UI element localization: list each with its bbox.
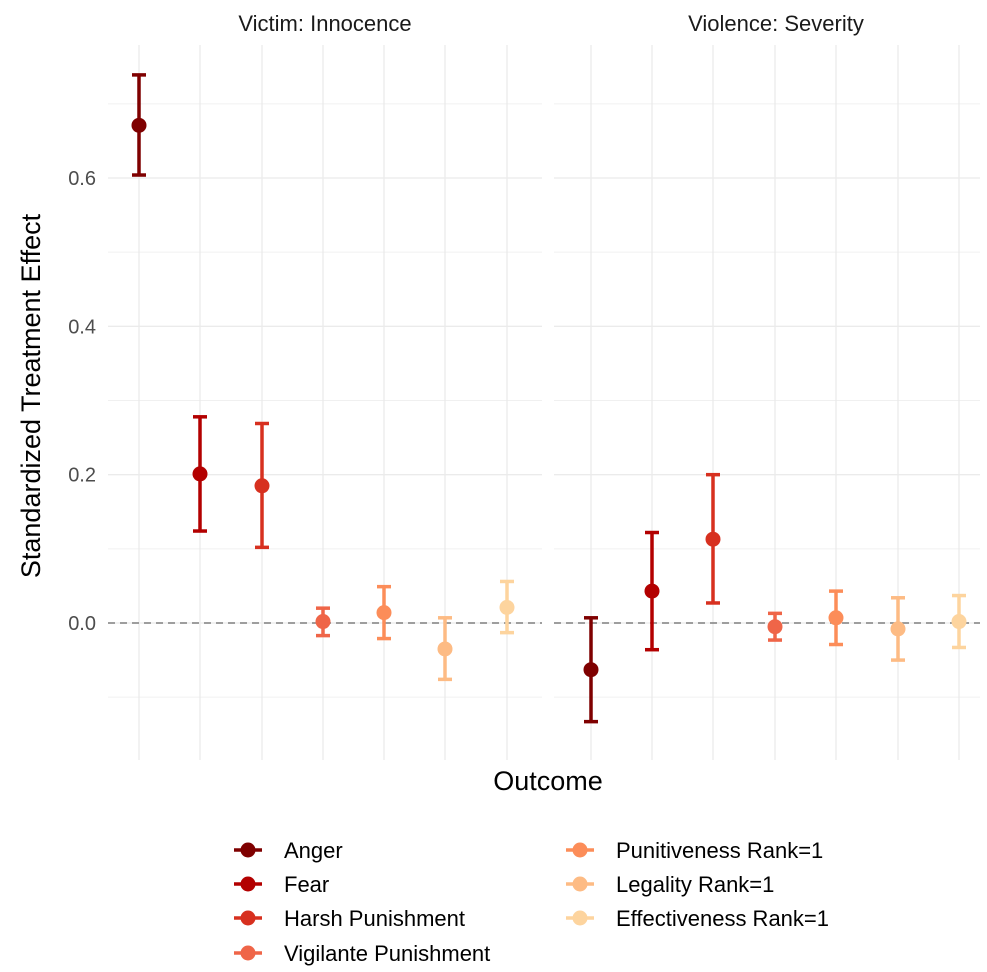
legend-label: Vigilante Punishment: [284, 941, 490, 966]
estimate-point: [254, 478, 270, 494]
estimate-point: [437, 641, 453, 657]
estimate-point: [951, 614, 967, 630]
y-tick-label: 0.2: [68, 465, 96, 487]
legend-label: Harsh Punishment: [284, 906, 465, 931]
facet-title-right: Violence: Severity: [688, 11, 864, 36]
y-tick-label: 0.6: [68, 168, 96, 190]
legend-key-point: [572, 842, 588, 858]
legend-label: Anger: [284, 838, 343, 863]
legend-label: Effectiveness Rank=1: [616, 906, 829, 931]
legend-item: Harsh Punishment: [234, 906, 465, 931]
estimate-point: [376, 605, 392, 621]
legend: Anger Fear Harsh Punishment Vigilante Punis…: [234, 838, 829, 966]
y-tick-label: 0.0: [68, 613, 96, 635]
legend-item: Legality Rank=1: [566, 872, 774, 897]
y-axis: 0.0 0.2 0.4 0.6: [68, 168, 96, 635]
legend-key-point: [240, 842, 256, 858]
y-tick-label: 0.4: [68, 316, 96, 338]
y-axis-title: Standardized Treatment Effect: [16, 213, 46, 578]
legend-label: Legality Rank=1: [616, 872, 774, 897]
legend-item: Punitiveness Rank=1: [566, 838, 823, 863]
legend-label: Fear: [284, 872, 329, 897]
legend-key-point: [572, 876, 588, 892]
legend-item: Fear: [234, 872, 329, 897]
estimate-point: [767, 619, 783, 635]
legend-item: Effectiveness Rank=1: [566, 906, 829, 931]
estimate-point: [644, 583, 660, 599]
legend-key-point: [240, 876, 256, 892]
legend-label: Punitiveness Rank=1: [616, 838, 823, 863]
legend-key-point: [240, 945, 256, 961]
legend-item: Vigilante Punishment: [234, 941, 490, 966]
error-bar-marks: [131, 73, 967, 724]
facet-title-left: Victim: Innocence: [238, 11, 411, 36]
estimate-point: [705, 531, 721, 547]
legend-key-point: [572, 910, 588, 926]
x-axis-title: Outcome: [493, 766, 603, 796]
legend-key-point: [240, 910, 256, 926]
estimate-point: [583, 662, 599, 678]
estimate-point: [192, 466, 208, 482]
estimate-point: [131, 117, 147, 133]
legend-item: Anger: [234, 838, 343, 863]
gridlines: [108, 45, 980, 760]
estimate-point: [499, 599, 515, 615]
estimate-point: [315, 614, 331, 630]
estimate-point: [828, 610, 844, 626]
estimate-point: [890, 621, 906, 637]
